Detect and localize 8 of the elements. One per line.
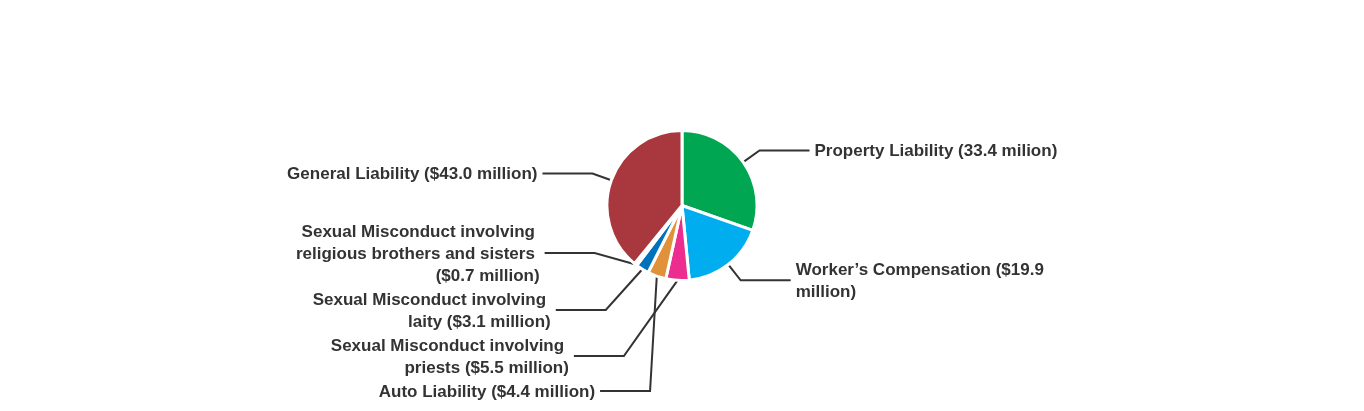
data-label: ($0.7 million) xyxy=(435,265,540,285)
slice-label: Auto Liability ($4.4 million) xyxy=(378,381,596,401)
slice-label: Worker’s Compensation ($19.9 million) xyxy=(795,259,1049,301)
slice-label: Sexual Misconduct involving religious brothers and sisters xyxy=(295,221,540,263)
slice-label: Property Liability (33.4 milion) xyxy=(814,141,1058,161)
slice-label: Sexual Misconduct involving laity ($3.1 million) xyxy=(312,289,551,331)
slice-label: Sexual Misconduct involving priests ($5.5 million) xyxy=(330,335,569,377)
slice-label: General Liability ($43.0 million) xyxy=(287,164,538,184)
